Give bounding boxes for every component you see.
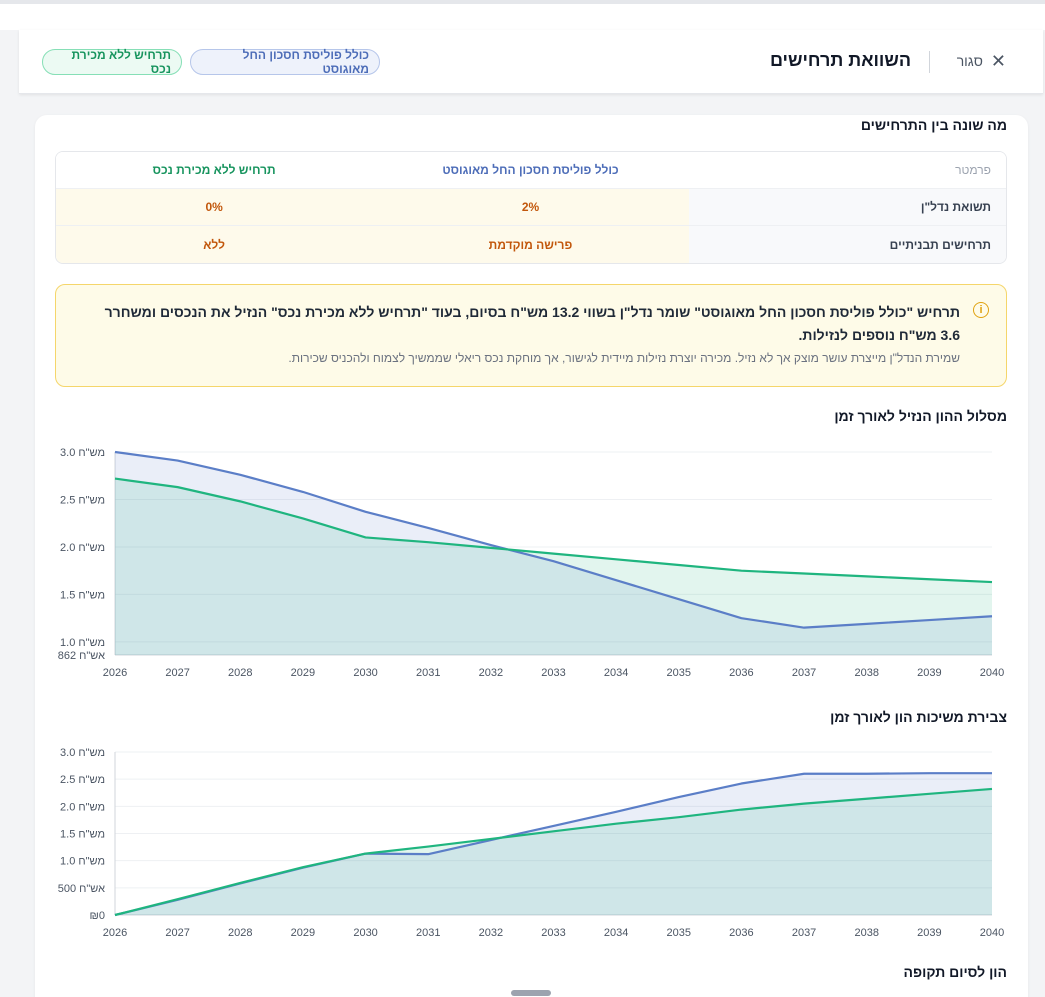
x-tick-label: 2033 bbox=[541, 667, 565, 679]
y-tick-label: 2.5 מש"ח bbox=[60, 494, 105, 506]
y-tick-label: 1.5 מש"ח bbox=[60, 829, 105, 841]
y-tick-label: 1.5 מש"ח bbox=[60, 589, 105, 601]
x-tick-label: 2026 bbox=[103, 667, 127, 679]
end-capital-title: הון לסיום תקופה bbox=[903, 964, 1007, 980]
x-tick-label: 2036 bbox=[729, 927, 753, 939]
y-tick-label: 3.0 מש"ח bbox=[60, 447, 105, 459]
x-tick-label: 2034 bbox=[604, 927, 628, 939]
x-tick-label: 2028 bbox=[228, 667, 252, 679]
y-tick-label: 2.5 מש"ח bbox=[60, 774, 105, 786]
info-icon: i bbox=[973, 302, 989, 318]
liquid-capital-chart-svg: 862 אש"ח1.0 מש"ח 1.5 מש"ח 2.0 מש"ח 2.5 מש"ח… bbox=[58, 447, 1005, 679]
row-value-b: ללא bbox=[56, 226, 373, 263]
comparison-header: ✕ סגור השוואת תרחישים כולל פוליסת חסכון … bbox=[19, 30, 1043, 94]
x-tick-label: 2031 bbox=[416, 667, 440, 679]
chart2-title: צבירת משיכות הון לאורך זמן bbox=[830, 709, 1007, 725]
x-tick-label: 2033 bbox=[541, 927, 565, 939]
x-tick-label: 2037 bbox=[792, 667, 816, 679]
x-tick-label: 2032 bbox=[479, 927, 503, 939]
y-tick-label: 3.0 מש"ח bbox=[60, 747, 105, 759]
row-value-a: 2% bbox=[372, 189, 689, 225]
x-tick-label: 2027 bbox=[165, 927, 189, 939]
page-title: השוואת תרחישים bbox=[769, 50, 911, 70]
header-param: פרמטר bbox=[688, 152, 1006, 188]
x-tick-label: 2032 bbox=[479, 667, 503, 679]
row-value-a: פרישה מוקדמת bbox=[372, 226, 689, 263]
y-tick-label: ₪0 bbox=[90, 910, 105, 922]
close-label: סגור bbox=[956, 53, 983, 69]
withdrawals-chart-svg: ₪0 500 אש"ח 1.0 מש"ח 1.5 מש"ח 2.0 מש"ח 2.5 מש… bbox=[58, 747, 1005, 939]
y-tick-label: 1.0 מש"ח bbox=[60, 637, 105, 649]
x-tick-label: 2038 bbox=[854, 667, 878, 679]
x-tick-label: 2029 bbox=[291, 927, 315, 939]
browser-top-strip bbox=[0, 0, 1045, 4]
series-0-area bbox=[115, 773, 992, 915]
x-tick-label: 2040 bbox=[980, 927, 1004, 939]
y-tick-label: 2.0 מש"ח bbox=[60, 542, 105, 554]
x-tick-label: 2036 bbox=[729, 667, 753, 679]
close-icon: ✕ bbox=[990, 51, 1006, 71]
series-1-area bbox=[115, 788, 992, 915]
insight-sub-text: שמירת הנדל"ן מייצרת עושר מוצק אך לא נזיל… bbox=[288, 351, 960, 365]
differences-title: מה שונה בין התרחישים bbox=[860, 117, 1007, 133]
series-1-line bbox=[114, 787, 993, 917]
header-scenario-a: כולל פוליסת חסכון החל מאוגוסט bbox=[372, 152, 689, 188]
series-0-line bbox=[114, 450, 993, 629]
x-tick-label: 2031 bbox=[416, 927, 440, 939]
insight-main-text: תרחיש "כולל פוליסת חסכון החל מאוגוסט" שו… bbox=[104, 304, 960, 343]
y-tick-label: 500 אש"ח bbox=[58, 883, 105, 895]
y-tick-label: 862 אש"ח bbox=[58, 650, 105, 662]
x-tick-label: 2030 bbox=[353, 667, 377, 679]
differences-table: פרמטר כולל פוליסת חסכון החל מאוגוסט תרחי… bbox=[55, 151, 1007, 264]
x-tick-label: 2037 bbox=[792, 927, 816, 939]
x-tick-label: 2027 bbox=[165, 667, 189, 679]
series-1-line bbox=[114, 477, 993, 584]
insight-callout: i תרחיש "כולל פוליסת חסכון החל מאוגוסט" … bbox=[55, 284, 1007, 387]
row-param: תשואת נדל"ן bbox=[688, 189, 1006, 225]
x-tick-label: 2029 bbox=[291, 667, 315, 679]
scenario-b-badge: תרחיש ללא מכירת נכס bbox=[42, 48, 182, 76]
liquid-capital-chart: 862 אש"ח 1.0 מש"ח 1.5 מש"ח 2.0 מש"ח 2.5 מש"ח… bbox=[35, 440, 1028, 680]
x-tick-label: 2039 bbox=[917, 927, 941, 939]
x-tick-label: 2040 bbox=[980, 667, 1004, 679]
header-divider bbox=[929, 51, 930, 73]
scroll-handle[interactable] bbox=[511, 990, 551, 996]
x-tick-label: 2039 bbox=[917, 667, 941, 679]
withdrawals-chart: ₪0 500 אש"ח 1.0 מש"ח 1.5 מש"ח 2.0 מש"ח 2.5 מש… bbox=[35, 740, 1028, 940]
x-tick-label: 2028 bbox=[228, 927, 252, 939]
row-value-b: 0% bbox=[56, 189, 373, 225]
x-tick-label: 2034 bbox=[604, 667, 628, 679]
x-tick-label: 2035 bbox=[667, 927, 691, 939]
scenario-a-badge: כולל פוליסת חסכון החל מאוגוסט bbox=[190, 48, 380, 76]
x-tick-label: 2038 bbox=[854, 927, 878, 939]
series-1-area bbox=[115, 478, 992, 655]
x-tick-label: 2030 bbox=[353, 927, 377, 939]
x-tick-label: 2026 bbox=[103, 927, 127, 939]
table-row: תשואת נדל"ן 2% 0% bbox=[56, 189, 1006, 226]
y-tick-label: 1.0 מש"ח bbox=[60, 856, 105, 868]
top-spacer bbox=[0, 4, 1045, 30]
table-row: תרחישים תבניתיים פרישה מוקדמת ללא bbox=[56, 226, 1006, 263]
row-param: תרחישים תבניתיים bbox=[688, 226, 1006, 263]
y-tick-label: 2.0 מש"ח bbox=[60, 801, 105, 813]
comparison-panel: מה שונה בין התרחישים פרמטר כולל פוליסת ח… bbox=[35, 115, 1028, 997]
close-button[interactable]: ✕ סגור bbox=[957, 52, 1006, 70]
header-scenario-b: תרחיש ללא מכירת נכס bbox=[56, 152, 373, 188]
table-header-row: פרמטר כולל פוליסת חסכון החל מאוגוסט תרחי… bbox=[56, 152, 1006, 189]
x-tick-label: 2035 bbox=[667, 667, 691, 679]
chart1-title: מסלול ההון הנזיל לאורך זמן bbox=[834, 408, 1007, 424]
